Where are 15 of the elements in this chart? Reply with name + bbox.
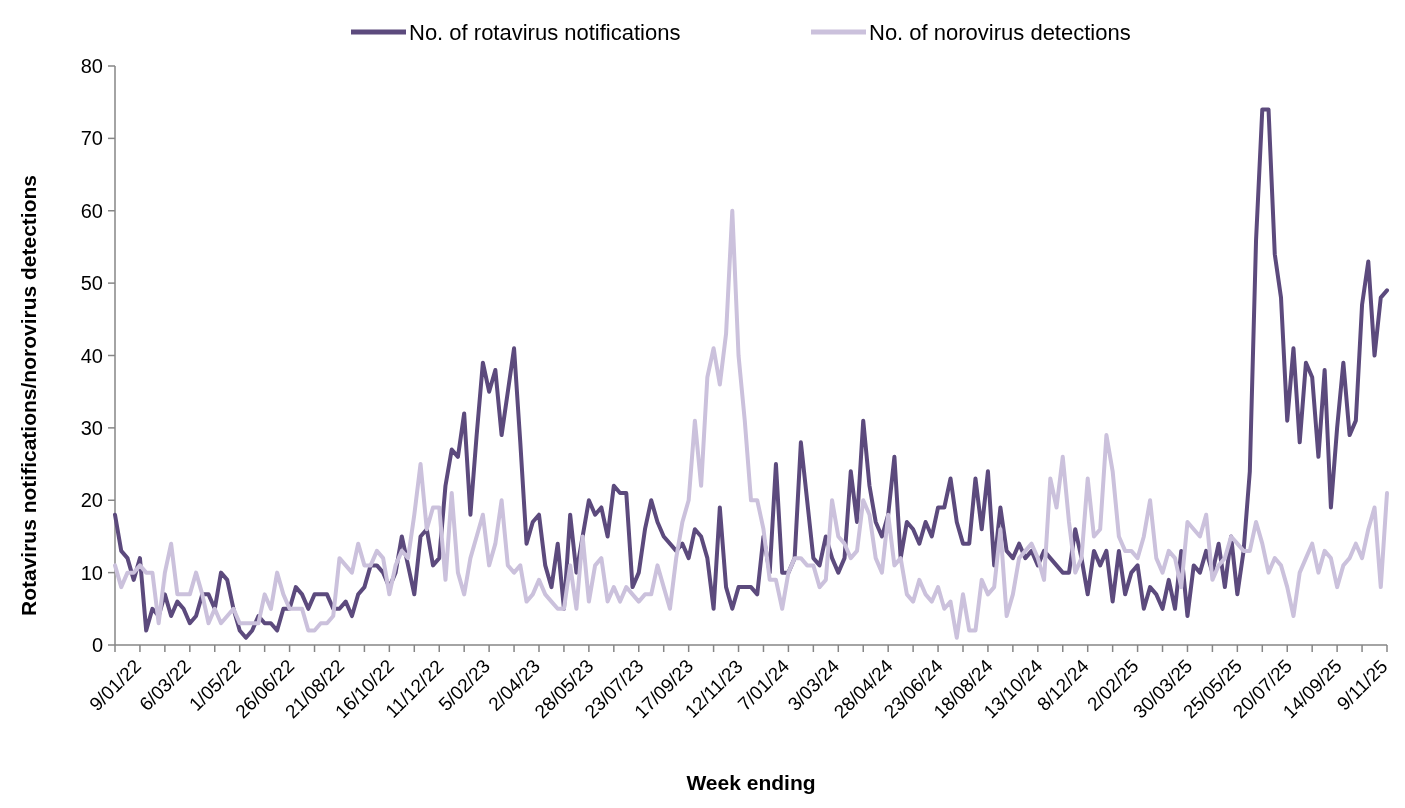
x-axis-title: Week ending: [686, 771, 816, 794]
legend-label: No. of rotavirus notifications: [409, 19, 681, 45]
y-tick-label: 10: [80, 561, 103, 584]
y-tick-label: 20: [80, 489, 103, 512]
y-tick-label: 50: [80, 272, 103, 295]
line-series: [113, 107, 1389, 640]
y-tick-label: 0: [91, 634, 103, 656]
y-tick-label: 30: [80, 416, 103, 439]
y-axis-title: Rotavirus notifications/norovirus detections: [17, 174, 40, 617]
y-tick-label: 70: [80, 127, 103, 150]
y-tick-label: 40: [80, 344, 103, 367]
legend-label: No. of norovirus detections: [869, 19, 1131, 45]
line-series: [113, 208, 1389, 640]
y-tick-label: 60: [80, 199, 103, 222]
y-tick-label: 80: [80, 55, 103, 77]
